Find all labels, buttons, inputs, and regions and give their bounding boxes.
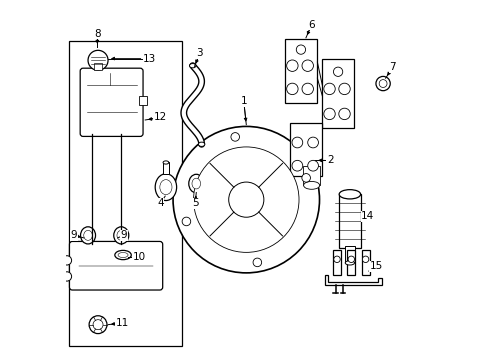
Text: 3: 3: [196, 48, 203, 58]
Text: 15: 15: [368, 261, 382, 271]
Text: 5: 5: [191, 198, 198, 208]
Text: 10: 10: [132, 252, 145, 262]
Circle shape: [338, 83, 349, 95]
Ellipse shape: [160, 180, 172, 195]
Ellipse shape: [117, 230, 125, 240]
Text: 14: 14: [360, 211, 374, 221]
Ellipse shape: [188, 174, 203, 193]
Polygon shape: [346, 249, 354, 275]
Circle shape: [323, 108, 335, 120]
Text: 9: 9: [70, 230, 77, 240]
Circle shape: [333, 256, 340, 262]
Bar: [59, 273, 69, 280]
Circle shape: [301, 174, 310, 182]
Circle shape: [62, 272, 71, 281]
Text: 4: 4: [157, 198, 163, 208]
Bar: [94, 63, 102, 70]
Ellipse shape: [163, 161, 168, 164]
Polygon shape: [361, 249, 369, 275]
Bar: [284, 39, 317, 103]
Text: 6: 6: [308, 19, 314, 30]
Circle shape: [302, 83, 313, 95]
Text: 9: 9: [120, 230, 127, 240]
Circle shape: [323, 83, 335, 95]
Ellipse shape: [81, 227, 95, 244]
Bar: [345, 246, 354, 262]
Ellipse shape: [83, 230, 92, 240]
Circle shape: [182, 217, 190, 226]
Circle shape: [291, 160, 302, 171]
FancyBboxPatch shape: [80, 68, 143, 136]
Ellipse shape: [118, 252, 128, 257]
Circle shape: [89, 316, 107, 334]
Bar: [139, 96, 147, 105]
Ellipse shape: [303, 181, 319, 189]
Bar: [69, 41, 182, 346]
Ellipse shape: [192, 178, 200, 189]
Circle shape: [378, 80, 386, 87]
FancyBboxPatch shape: [69, 242, 163, 290]
Bar: [290, 123, 321, 176]
Text: 13: 13: [143, 54, 156, 64]
Circle shape: [286, 83, 298, 95]
Circle shape: [362, 256, 368, 262]
Circle shape: [375, 76, 389, 91]
Circle shape: [193, 147, 298, 252]
Circle shape: [62, 256, 71, 265]
Circle shape: [253, 258, 261, 267]
Ellipse shape: [114, 227, 128, 244]
Circle shape: [296, 45, 305, 54]
Circle shape: [93, 320, 103, 330]
Ellipse shape: [189, 64, 196, 68]
Circle shape: [230, 132, 239, 141]
Circle shape: [286, 60, 298, 71]
Circle shape: [228, 182, 264, 217]
Circle shape: [88, 50, 108, 70]
Ellipse shape: [115, 250, 131, 260]
Circle shape: [333, 67, 342, 76]
Ellipse shape: [345, 261, 354, 265]
Bar: [322, 59, 353, 128]
Bar: [59, 257, 69, 264]
Ellipse shape: [339, 190, 360, 199]
Bar: [339, 194, 360, 248]
Polygon shape: [332, 249, 340, 275]
Text: 11: 11: [116, 318, 129, 328]
Polygon shape: [324, 275, 381, 285]
Ellipse shape: [198, 142, 204, 147]
Circle shape: [307, 137, 318, 148]
Circle shape: [291, 137, 302, 148]
Ellipse shape: [155, 174, 176, 201]
Circle shape: [307, 160, 318, 171]
Bar: [163, 162, 169, 174]
Text: 12: 12: [154, 112, 167, 122]
Circle shape: [173, 126, 319, 273]
Text: 2: 2: [326, 156, 333, 165]
Bar: [303, 166, 319, 185]
Circle shape: [302, 60, 313, 71]
Text: 8: 8: [94, 28, 101, 39]
Text: 1: 1: [240, 96, 246, 107]
Text: 7: 7: [388, 63, 395, 72]
Circle shape: [338, 108, 349, 120]
Circle shape: [347, 256, 354, 262]
